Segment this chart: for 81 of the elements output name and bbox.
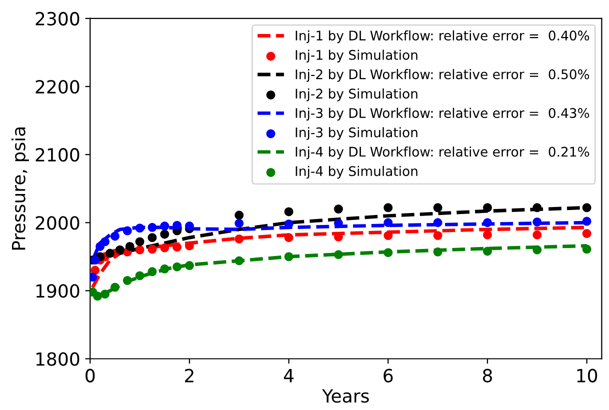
point <box>384 203 393 212</box>
point <box>106 248 114 258</box>
point <box>532 230 542 240</box>
point <box>90 256 100 265</box>
point <box>148 244 157 254</box>
point <box>384 218 393 228</box>
legend-label: Inj-4 by Simulation <box>296 166 418 179</box>
point <box>122 276 132 285</box>
point <box>160 243 170 252</box>
legend-label: Inj-3 by DL Workflow: relative error = 0.43% <box>296 108 590 121</box>
point <box>582 229 592 238</box>
point <box>433 203 442 212</box>
legend-label: Inj-2 by Simulation <box>296 88 418 102</box>
point <box>234 234 244 244</box>
point <box>384 248 393 258</box>
point <box>160 264 170 274</box>
point <box>482 246 492 256</box>
legend-label: Inj-1 by Simulation <box>296 50 418 62</box>
legend-label: Inj-4 by DL Workflow: relative error = 0.21% <box>296 146 590 160</box>
point <box>148 222 157 232</box>
y-axis-title: Pressure, psia <box>11 127 29 250</box>
point <box>125 242 134 251</box>
point <box>100 237 110 246</box>
point <box>334 250 343 260</box>
point <box>433 247 442 256</box>
point <box>115 245 124 254</box>
x-tick-label: 2 <box>185 368 194 382</box>
point <box>532 217 542 226</box>
point <box>433 231 442 240</box>
point <box>160 222 170 231</box>
point <box>482 218 492 228</box>
point <box>384 231 393 240</box>
legend-label: Inj-2 by DL Workflow: relative error = 0.50% <box>296 69 590 82</box>
x-tick-label: 4 <box>284 369 294 382</box>
point <box>160 230 170 239</box>
point <box>284 207 294 216</box>
y-tick-label: 2100 <box>36 148 80 162</box>
point <box>234 210 244 220</box>
point <box>172 242 182 252</box>
point <box>110 232 120 241</box>
y-tick-label: 1800 <box>36 352 80 366</box>
point <box>100 290 110 299</box>
point <box>334 204 343 214</box>
y-tick-label: 1900 <box>36 284 80 298</box>
point <box>135 224 144 233</box>
x-tick-label: 6 <box>384 368 393 382</box>
point <box>135 237 144 246</box>
point <box>135 271 144 280</box>
point <box>433 218 442 228</box>
point <box>184 222 194 231</box>
x-tick-label: 8 <box>482 368 492 382</box>
point <box>90 266 100 275</box>
x-tick-label: 10 <box>577 368 598 382</box>
legend-label: Inj-1 by DL Workflow: relative error = 0.40% <box>296 30 590 44</box>
point <box>234 218 244 228</box>
legend-label: Inj-3 by Simulation <box>296 127 418 140</box>
point <box>284 252 294 262</box>
point <box>172 220 182 230</box>
point <box>172 262 182 272</box>
x-tick-label: 0 <box>86 368 95 382</box>
point <box>582 216 592 226</box>
y-tick-label: 2300 <box>36 12 80 26</box>
x-axis-title: Years <box>322 389 369 403</box>
point <box>184 261 194 270</box>
point <box>482 230 492 240</box>
point <box>148 267 157 276</box>
point <box>184 241 194 250</box>
point <box>93 292 102 301</box>
point <box>110 282 120 292</box>
point <box>582 203 592 212</box>
point <box>532 203 542 212</box>
point <box>135 245 144 254</box>
point <box>122 226 132 236</box>
y-tick-label: 2000 <box>36 216 80 230</box>
y-tick-label: 2200 <box>36 80 80 94</box>
point <box>148 233 157 242</box>
point <box>582 244 592 254</box>
point <box>284 233 294 242</box>
point <box>532 245 542 254</box>
point <box>482 203 492 212</box>
point <box>234 256 244 266</box>
